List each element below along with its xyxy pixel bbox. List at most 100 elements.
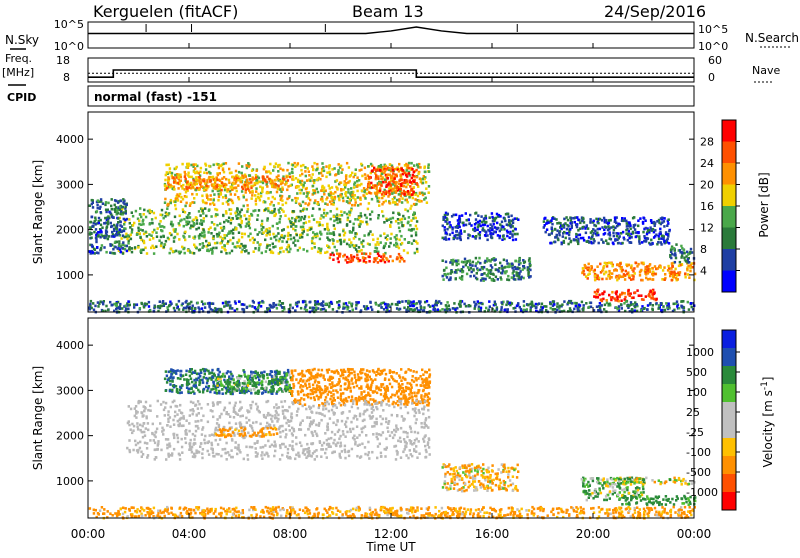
heatmap-cell [218, 391, 220, 394]
heatmap-cell [110, 226, 112, 229]
heatmap-cell [277, 185, 279, 188]
heatmap-cell [405, 179, 407, 182]
heatmap-cell [320, 308, 322, 311]
heatmap-cell [89, 303, 91, 306]
heatmap-cell [630, 301, 632, 304]
heatmap-cell [675, 257, 677, 260]
heatmap-cell [646, 233, 648, 236]
heatmap-cell [172, 369, 174, 372]
heatmap-cell [285, 176, 287, 179]
heatmap-cell [304, 170, 306, 173]
heatmap-cell [247, 208, 249, 211]
heatmap-cell [179, 378, 181, 381]
heatmap-cell [473, 275, 475, 278]
heatmap-cell [516, 268, 518, 271]
heatmap-cell [139, 228, 141, 231]
heatmap-cell [279, 238, 281, 241]
heatmap-cell [597, 222, 599, 225]
heatmap-cell [499, 262, 501, 265]
heatmap-cell [506, 230, 508, 233]
heatmap-cell [252, 176, 254, 179]
heatmap-cell [262, 376, 264, 379]
heatmap-cell [206, 249, 208, 252]
heatmap-cell [324, 228, 326, 231]
heatmap-cell [573, 217, 575, 220]
heatmap-cell [517, 218, 519, 221]
heatmap-cell [312, 173, 314, 176]
heatmap-cell [306, 250, 308, 253]
heatmap-cell [178, 251, 180, 254]
heatmap-cell [169, 383, 171, 386]
heatmap-cell [107, 309, 109, 312]
heatmap-cell [240, 215, 242, 218]
heatmap-cell [660, 309, 662, 312]
heatmap-cell [336, 301, 338, 304]
heatmap-cell [403, 193, 405, 196]
heatmap-cell [535, 306, 537, 309]
power-heatmap-cells [88, 162, 696, 314]
heatmap-cell [399, 230, 401, 233]
heatmap-cell [415, 231, 417, 234]
heatmap-cell [292, 175, 294, 178]
heatmap-cell [338, 261, 340, 264]
heatmap-cell [359, 223, 361, 226]
heatmap-cell [148, 305, 150, 308]
heatmap-cell [400, 195, 402, 198]
heatmap-cell [97, 199, 99, 202]
heatmap-cell [142, 229, 144, 232]
heatmap-cell [186, 384, 188, 387]
heatmap-cell [321, 174, 323, 177]
heatmap-cell [100, 211, 102, 214]
heatmap-cell [228, 375, 230, 378]
heatmap-cell [302, 209, 304, 212]
heatmap-cell [576, 240, 578, 243]
heatmap-cell [198, 210, 200, 213]
heatmap-cell [105, 251, 107, 254]
heatmap-cell [111, 208, 113, 211]
heatmap-cell [393, 201, 395, 204]
heatmap-cell [449, 309, 451, 312]
heatmap-cell [466, 273, 468, 276]
heatmap-cell [167, 182, 169, 185]
heatmap-cell [585, 232, 587, 235]
heatmap-cell [408, 172, 410, 175]
heatmap-cell [222, 169, 224, 172]
heatmap-cell [589, 241, 591, 244]
nsearch-label: N.Search [745, 31, 799, 45]
heatmap-cell [281, 199, 283, 202]
heatmap-cell [105, 227, 107, 230]
heatmap-cell [683, 257, 685, 260]
heatmap-cell [179, 215, 181, 218]
heatmap-cell [414, 252, 416, 255]
heatmap-cell [292, 178, 294, 181]
heatmap-cell [442, 259, 444, 262]
heatmap-cell [203, 171, 205, 174]
heatmap-cell [630, 241, 632, 244]
heatmap-cell [202, 242, 204, 245]
heatmap-cell [242, 308, 244, 311]
heatmap-cell [454, 308, 456, 311]
heatmap-cell [396, 372, 398, 375]
heatmap-cell [316, 221, 318, 224]
heatmap-cell [673, 276, 675, 279]
heatmap-cell [171, 172, 173, 175]
heatmap-cell [445, 231, 447, 234]
heatmap-cell [236, 190, 238, 193]
heatmap-cell [409, 308, 411, 311]
heatmap-cell [375, 303, 377, 306]
heatmap-cell [546, 228, 548, 231]
heatmap-cell [100, 198, 102, 201]
heatmap-cell [241, 165, 243, 168]
heatmap-cell [222, 202, 224, 205]
heatmap-cell [185, 373, 187, 376]
heatmap-cell [98, 222, 100, 225]
heatmap-cell [150, 234, 152, 237]
heatmap-cell [329, 187, 331, 190]
heatmap-cell [518, 263, 520, 266]
heatmap-cell [273, 204, 275, 207]
heatmap-cell [625, 300, 627, 303]
heatmap-cell [173, 181, 175, 184]
heatmap-cell [332, 203, 334, 206]
heatmap-cell [241, 303, 243, 306]
heatmap-cell [94, 220, 96, 223]
